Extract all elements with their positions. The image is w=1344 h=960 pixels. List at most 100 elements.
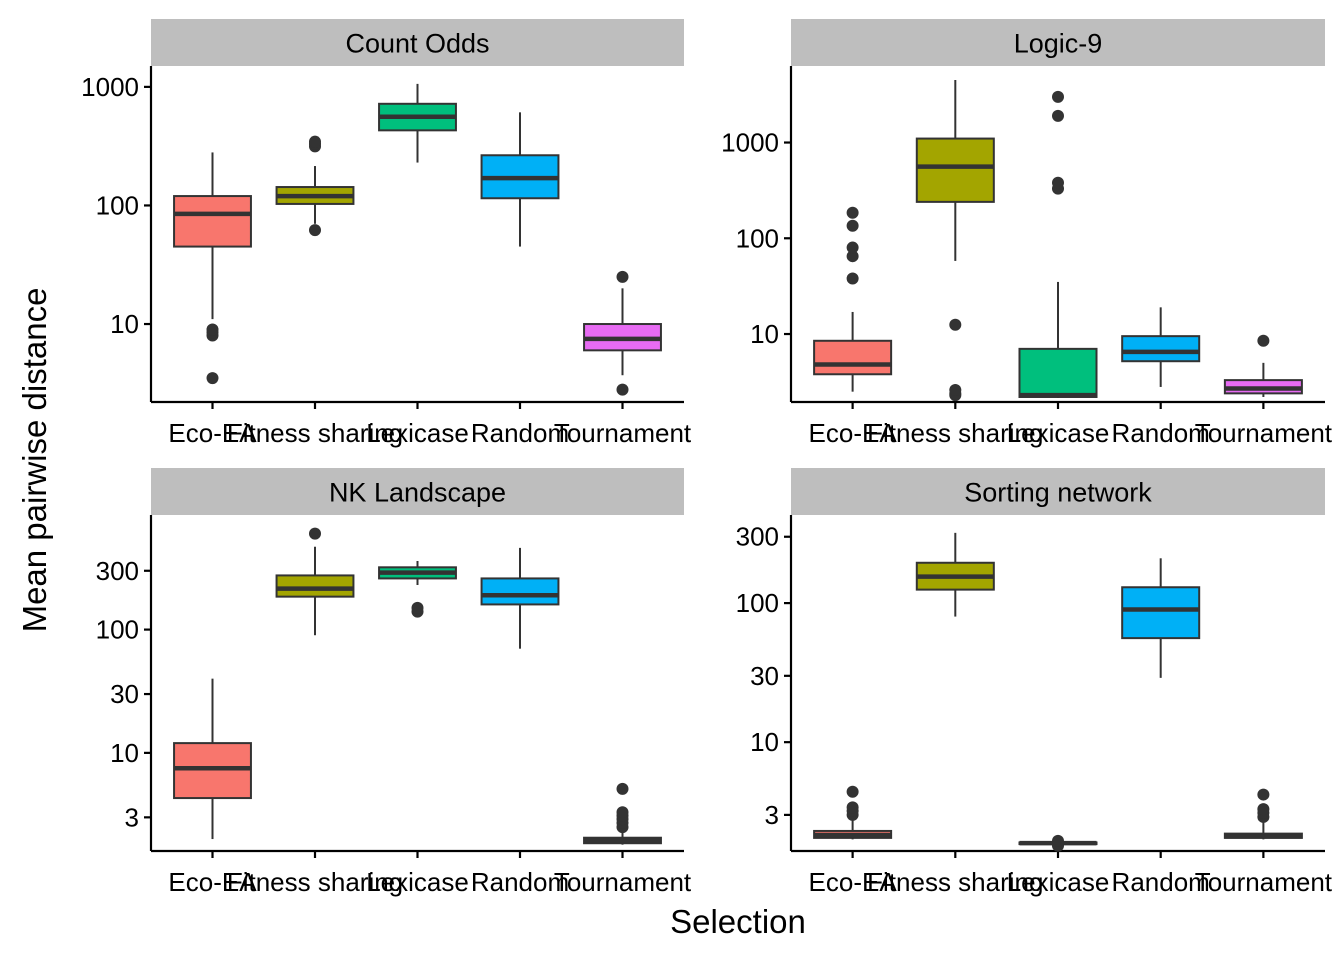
outlier-point (846, 206, 859, 219)
outlier-point (949, 384, 962, 397)
outlier-point (1257, 788, 1270, 801)
x-tick-label: Fitness sharing (227, 867, 403, 897)
y-tick-label: 30 (750, 661, 779, 691)
x-tick-label: Eco-EA (168, 418, 257, 448)
x-tick-label: Tournament (554, 418, 692, 448)
box-tournament (583, 270, 662, 396)
outlier-point (846, 241, 859, 254)
x-tick-label: Lexicase (1007, 867, 1110, 897)
y-tick-label: 100 (736, 588, 779, 618)
x-tick-label: Lexicase (366, 418, 469, 448)
outlier-point (616, 806, 629, 819)
x-tick-label: Fitness sharing (867, 418, 1043, 448)
box-eco-ea (813, 785, 893, 840)
y-tick-label: 10 (110, 309, 139, 339)
x-axis-title: Selection (670, 903, 806, 940)
x-tick-label: Fitness sharing (867, 867, 1043, 897)
x-tick-label: Tournament (1195, 867, 1333, 897)
box-iqr (813, 339, 893, 376)
y-tick-label: 10 (750, 727, 779, 757)
panel-strip (791, 468, 1325, 515)
panel-strip (791, 19, 1325, 66)
outlier-point (206, 372, 219, 385)
panel-strip (151, 19, 684, 66)
outlier-point (309, 135, 321, 148)
x-tick-label: Tournament (1195, 418, 1333, 448)
box-random (480, 547, 560, 649)
x-tick-label: Tournament (554, 867, 692, 897)
y-tick-label: 10 (750, 319, 779, 349)
outlier-point (846, 219, 859, 232)
y-tick-label: 100 (736, 223, 779, 253)
outlier-point (1257, 334, 1270, 347)
x-tick-label: Lexicase (366, 867, 469, 897)
outlier-point (1052, 109, 1064, 122)
box-fitness-sharing (275, 527, 355, 636)
y-tick-label: 1000 (721, 128, 779, 158)
outlier-point (846, 250, 859, 263)
box-eco-ea (813, 206, 893, 392)
box-fitness-sharing (915, 532, 995, 617)
box-fitness-sharing (275, 135, 355, 237)
y-tick-label: 10 (110, 738, 139, 768)
outlier-point (616, 782, 629, 795)
box-iqr (915, 137, 995, 203)
x-tick-label: Eco-EA (809, 867, 898, 897)
outlier-point (1052, 90, 1064, 103)
box-random (480, 112, 560, 247)
panel-title: Sorting network (964, 478, 1152, 508)
x-tick-label: Random (1112, 418, 1210, 448)
x-tick-label: Eco-EA (168, 867, 257, 897)
y-tick-label: 300 (96, 556, 139, 586)
y-tick-label: 100 (96, 190, 139, 220)
outlier-point (1052, 176, 1064, 189)
panel-sorting-network: Sorting network 3 10 30 100 300 Eco-EAFitness … (736, 468, 1333, 897)
y-tick-label: 1000 (81, 72, 139, 102)
y-tick-label: 3 (125, 802, 139, 832)
outlier-point (616, 383, 629, 396)
x-tick-label: Lexicase (1007, 418, 1110, 448)
outlier-point (616, 270, 629, 283)
box-lexicase (378, 83, 457, 163)
box-fitness-sharing (915, 79, 995, 402)
y-tick-label: 100 (96, 615, 139, 645)
panel-title: Logic-9 (1014, 29, 1103, 59)
x-tick-label: Random (1112, 867, 1210, 897)
box-eco-ea (173, 152, 252, 385)
outlier-point (309, 527, 321, 540)
x-tick-label: Random (471, 418, 569, 448)
box-iqr (275, 574, 355, 598)
box-random (1121, 558, 1201, 678)
outlier-point (846, 785, 859, 798)
y-tick-label: 3 (765, 800, 779, 830)
outlier-point (846, 272, 859, 285)
panel-title: NK Landscape (329, 478, 506, 508)
x-tick-label: Eco-EA (809, 418, 898, 448)
y-tick-label: 300 (736, 522, 779, 552)
x-tick-label: Fitness sharing (227, 418, 403, 448)
box-iqr (1121, 335, 1201, 363)
box-tournament (1223, 788, 1303, 840)
box-tournament (1223, 334, 1303, 397)
box-lexicase (1018, 834, 1098, 852)
y-axis-title: Mean pairwise distance (16, 288, 53, 633)
box-lexicase (1018, 90, 1098, 398)
outlier-point (206, 323, 219, 336)
box-iqr (173, 195, 252, 248)
outlier-point (309, 224, 321, 237)
outlier-point (1257, 803, 1270, 816)
box-eco-ea (173, 678, 252, 840)
box-iqr (173, 742, 252, 800)
outlier-point (846, 801, 859, 814)
outlier-point (1052, 834, 1064, 847)
box-lexicase (378, 561, 457, 618)
box-random (1121, 307, 1201, 387)
box-tournament (583, 782, 662, 845)
panel-title: Count Odds (345, 29, 489, 59)
panel-strip (151, 468, 684, 515)
outlier-point (949, 318, 962, 331)
